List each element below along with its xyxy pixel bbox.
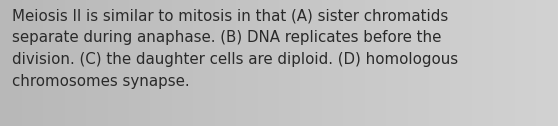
- Text: Meiosis II is similar to mitosis in that (A) sister chromatids
separate during a: Meiosis II is similar to mitosis in that…: [12, 9, 459, 89]
